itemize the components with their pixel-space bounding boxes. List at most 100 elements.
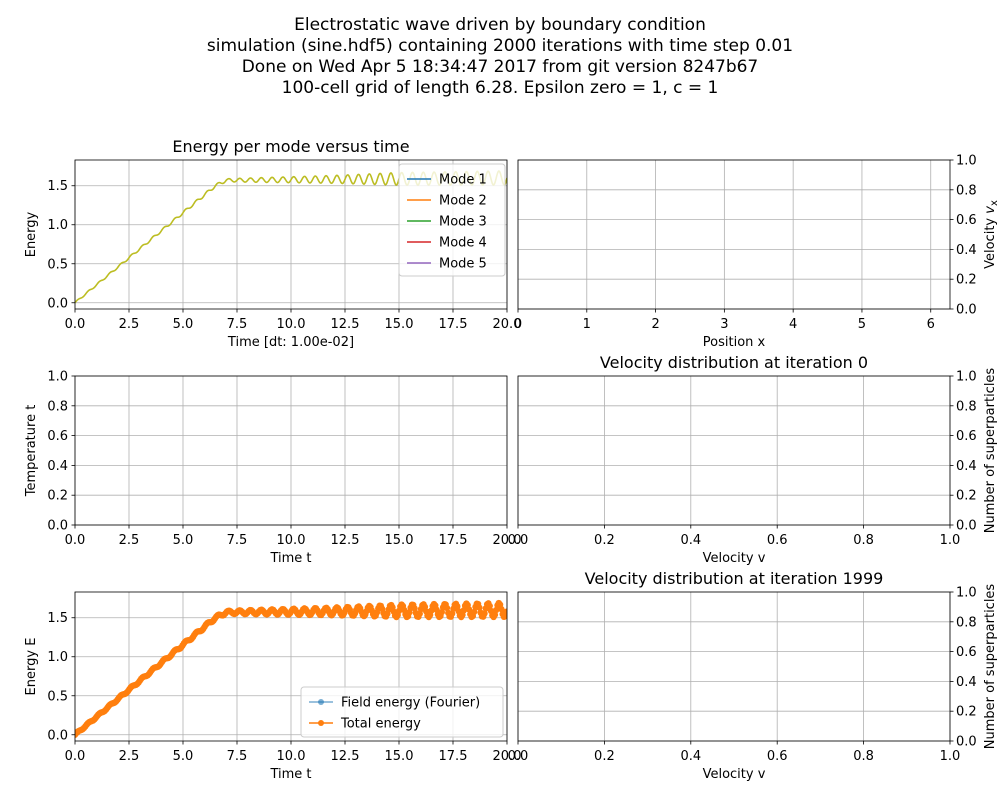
chart-phase-space: 0 1 2 3 4 5 6 0.0 0.2 0.4 0.6 0.8 1.0 Position x Veloc… [514, 154, 1000, 351]
x-tick-label: 0.0 [65, 749, 86, 764]
figure-title-line-2: simulation (sine.hdf5) containing 2000 i… [207, 36, 793, 56]
x-tick-label: 10.0 [277, 533, 306, 548]
y-tick-label: 1.0 [956, 586, 977, 601]
y-tick-label: 0.0 [47, 728, 68, 743]
figure-title: Electrostatic wave driven by boundary co… [207, 15, 793, 98]
y-tick-label: 0.5 [47, 689, 68, 704]
x-tick-label: 5.0 [173, 749, 194, 764]
x-axis-label: Time [dt: 1.00e-02] [227, 335, 354, 350]
data-layer [75, 599, 507, 738]
y-axis-label: Number of superparticles [983, 584, 998, 750]
chart-panels: 0.0 2.5 5.0 7.5 10.0 12.5 15.0 17.5 20.00.00.51.… [24, 137, 1000, 782]
x-axis-label: Velocity v [703, 767, 766, 782]
x-axis-label: Time t [269, 767, 311, 782]
data-point [481, 610, 488, 617]
legend-box [398, 163, 506, 277]
x-tick-label: 0.0 [508, 749, 529, 764]
figure-title-line-3: Done on Wed Apr 5 18:34:47 2017 from git… [242, 57, 759, 77]
x-tick-label: 20.0 [493, 317, 522, 332]
legend-label: Mode 5 [439, 257, 487, 272]
data-point [498, 605, 505, 613]
y-tick-label: 0.8 [956, 183, 977, 198]
data-point [476, 604, 483, 611]
x-tick-label: 3 [720, 317, 728, 332]
y-tick-label: 0.4 [47, 459, 68, 474]
x-tick-label: 0.8 [853, 749, 874, 764]
y-tick-label: 1.0 [956, 370, 977, 385]
y-tick-label: 1.0 [47, 370, 68, 385]
x-tick-label: 0.2 [594, 533, 615, 548]
plot-area [518, 160, 950, 309]
axes-frame [517, 375, 951, 526]
x-tick-label: 7.5 [227, 317, 248, 332]
x-tick-label: 12.5 [331, 749, 360, 764]
x-tick-label: 0.4 [680, 533, 701, 548]
y-axis-label: Energy E [24, 638, 39, 696]
y-axis-label: Number of superparticles [983, 368, 998, 534]
y-tick-label: 0.6 [956, 429, 977, 444]
plot-area [518, 376, 950, 525]
x-tick-label: 6 [927, 317, 935, 332]
x-tick-label: 2.5 [119, 749, 140, 764]
y-tick-label: 0.5 [47, 257, 68, 272]
y-tick-label: 0.0 [47, 519, 68, 534]
y-tick-label: 1.5 [47, 611, 68, 626]
y-tick-label: 0.6 [47, 429, 68, 444]
legend-label: Total energy [340, 717, 421, 732]
x-tick-label: 0.0 [65, 533, 86, 548]
x-tick-label: 5 [858, 317, 866, 332]
legend-marker [318, 720, 324, 726]
chart-title: Velocity distribution at iteration 1999 [585, 569, 884, 588]
y-axis-label: Velocity vx [983, 200, 1000, 269]
axes-frame [74, 375, 508, 526]
chart-temperature: 0.0 2.5 5.0 7.5 10.0 12.5 15.0 17.5 20.0 0.0 0.2 0.… [24, 370, 521, 567]
legend-label: Mode 2 [439, 194, 487, 209]
x-tick-label: 0.0 [508, 533, 529, 548]
x-axis-label: Time t [269, 551, 311, 566]
x-tick-label: 12.5 [331, 317, 360, 332]
legend: Mode 1 Mode 2 Mode 3 Mode 4 Mode 5 [398, 163, 506, 277]
figure-title-line-4: 100-cell grid of length 6.28. Epsilon ze… [282, 78, 719, 98]
y-tick-label: 0.6 [956, 213, 977, 228]
y-tick-label: 0.8 [956, 615, 977, 630]
x-tick-label: 0.2 [594, 749, 615, 764]
y-tick-label: 0.8 [47, 399, 68, 414]
x-tick-label: 12.5 [331, 533, 360, 548]
y-tick-label: 0.8 [956, 399, 977, 414]
x-tick-label: 0.0 [65, 317, 86, 332]
data-point [486, 602, 493, 610]
y-tick-label: 0.0 [956, 303, 977, 318]
y-axis-label: Energy [24, 211, 39, 257]
y-tick-label: 0.6 [956, 645, 977, 660]
x-tick-label: 0.4 [680, 749, 701, 764]
axes-frame [74, 159, 508, 310]
x-tick-label: 17.5 [439, 533, 468, 548]
chart-velocity-dist-1999: 0.0 0.2 0.4 0.6 0.8 1.00.00.20.40.60.81.0Velo… [508, 569, 998, 782]
data-point [438, 608, 445, 616]
y-axis-label: Temperature t [24, 405, 39, 498]
x-tick-label: 0 [514, 317, 522, 332]
y-tick-label: 0.4 [956, 675, 977, 690]
x-tick-label: 1 [583, 317, 591, 332]
legend-marker [318, 699, 324, 705]
axes-frame [74, 591, 508, 742]
x-tick-label: 17.5 [439, 317, 468, 332]
y-tick-label: 0.2 [956, 489, 977, 504]
axes-frame [517, 159, 951, 310]
chart-title: Energy per mode versus time [172, 137, 409, 156]
data-point [448, 610, 456, 617]
x-tick-label: 0.6 [767, 749, 788, 764]
y-tick-label: 0.2 [956, 705, 977, 720]
legend-label: Mode 1 [439, 173, 487, 188]
x-axis-label: Position x [703, 335, 766, 350]
x-tick-label: 2.5 [119, 533, 140, 548]
chart-energy-total: 0.0 2.5 5.0 7.5 10.0 12.5 15.0 17.5 20.0 0.0 0.5 1.… [24, 591, 522, 782]
x-tick-label: 15.0 [385, 533, 414, 548]
chart-velocity-dist-0: 0.0 0.2 0.4 0.6 0.8 1.00.00.20.40.60.81.0Velo… [508, 353, 998, 566]
axes-frame [517, 591, 951, 742]
y-tick-label: 0.4 [956, 459, 977, 474]
x-tick-label: 2 [651, 317, 659, 332]
y-tick-label: 1.0 [47, 218, 68, 233]
x-tick-label: 20.0 [493, 749, 522, 764]
y-tick-label: 0.0 [956, 735, 977, 750]
